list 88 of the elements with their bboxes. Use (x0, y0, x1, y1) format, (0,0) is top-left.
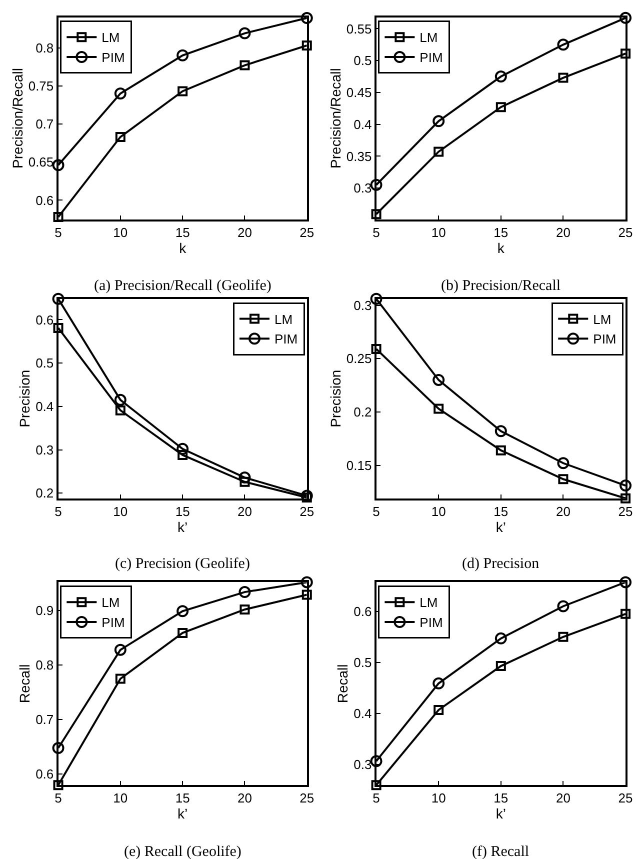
y-tick-label: 0.4 (354, 116, 372, 132)
y-tick-label: 0.4 (354, 706, 372, 722)
x-tick-label: 25 (618, 790, 633, 806)
x-tick-label: 15 (494, 790, 508, 806)
text: (f) Recall (472, 844, 530, 859)
x-tick-label: 5 (54, 224, 62, 240)
x-tick-label: 15 (494, 224, 508, 240)
x-axis-title: k (497, 240, 506, 256)
legend-label: LM (593, 312, 612, 327)
y-tick-label: 0.3 (354, 298, 372, 313)
y-axis-title: Recall (16, 664, 33, 704)
x-tick-label: 25 (618, 224, 633, 240)
x-tick-label: 20 (237, 790, 252, 806)
y-tick-label: 0.7 (36, 116, 54, 132)
x-tick-label: 20 (237, 504, 252, 519)
y-tick-label: 0.5 (354, 53, 372, 68)
x-tick-label: 10 (113, 504, 128, 519)
legend-label: PIM (102, 615, 125, 630)
x-tick-label: 15 (175, 224, 190, 240)
legend-label: PIM (420, 50, 443, 66)
y-axis-title: Precision/Recall (9, 68, 26, 168)
x-tick-label: 10 (431, 224, 446, 240)
legend-label: LM (102, 595, 120, 610)
legend-label: PIM (102, 50, 125, 66)
x-tick-label: 5 (372, 504, 380, 519)
y-tick-label: 0.4 (36, 398, 54, 414)
x-tick-label: 20 (556, 790, 570, 806)
y-axis-title: Precision (16, 370, 33, 428)
y-tick-label: 0.9 (36, 603, 54, 618)
x-tick-label: 5 (54, 790, 62, 806)
x-tick-label: 25 (300, 790, 314, 806)
y-tick-label: 0.5 (36, 356, 54, 371)
text: (c) Precision (Geolife) (115, 556, 250, 572)
y-tick-label: 0.3 (354, 757, 372, 772)
x-axis-title: k’ (496, 518, 506, 535)
x-tick-label: 25 (300, 504, 314, 519)
y-tick-label: 0.3 (354, 180, 372, 196)
y-tick-label: 0.7 (36, 712, 54, 728)
x-tick-label: 5 (372, 224, 380, 240)
x-tick-label: 10 (431, 790, 446, 806)
y-tick-label: 0.6 (36, 192, 54, 208)
y-tick-label: 0.45 (346, 85, 372, 100)
legend-label: PIM (420, 615, 443, 630)
y-axis-title: Recall (334, 664, 351, 704)
legend-label: PIM (274, 332, 298, 347)
x-axis-title: k (179, 240, 188, 256)
y-tick-label: 0.25 (346, 351, 372, 366)
x-tick-label: 25 (300, 224, 314, 240)
text: (d) Precision (462, 556, 540, 572)
legend-label: LM (274, 312, 293, 327)
x-tick-label: 15 (175, 790, 190, 806)
y-tick-label: 0.3 (36, 442, 54, 458)
x-tick-label: 10 (113, 224, 128, 240)
x-axis-title: k’ (496, 806, 506, 822)
y-tick-label: 0.6 (36, 312, 54, 328)
x-tick-label: 5 (372, 790, 380, 806)
y-tick-label: 0.5 (354, 655, 372, 670)
x-tick-label: 15 (175, 504, 190, 519)
x-tick-label: 5 (54, 504, 62, 519)
legend-label: PIM (593, 332, 616, 347)
x-tick-label: 10 (113, 790, 128, 806)
legend-label: LM (420, 595, 438, 610)
y-tick-label: 0.2 (354, 404, 372, 420)
x-tick-label: 20 (237, 224, 252, 240)
x-tick-label: 10 (431, 504, 446, 519)
legend-label: LM (420, 30, 438, 46)
y-axis-title: Precision (327, 370, 344, 428)
y-tick-label: 0.35 (346, 148, 372, 164)
x-axis-title: k’ (178, 806, 188, 822)
y-tick-label: 0.8 (36, 658, 54, 673)
y-tick-label: 0.6 (354, 604, 372, 619)
text: (b) Precision/Recall (441, 278, 561, 294)
y-tick-label: 0.2 (36, 486, 54, 501)
y-tick-label: 0.8 (36, 40, 54, 56)
x-axis-title: k’ (178, 518, 188, 535)
x-tick-label: 25 (618, 504, 633, 519)
text: (e) Recall (Geolife) (124, 844, 242, 859)
text: (a) Precision/Recall (Geolife) (94, 278, 272, 294)
y-tick-label: 0.55 (346, 21, 372, 36)
x-tick-label: 15 (494, 504, 508, 519)
x-tick-label: 20 (556, 224, 570, 240)
y-tick-label: 0.15 (346, 458, 372, 473)
y-axis-title: Precision/Recall (327, 68, 344, 168)
x-tick-label: 20 (556, 504, 570, 519)
y-tick-label: 0.75 (28, 78, 54, 94)
y-tick-label: 0.65 (28, 154, 54, 170)
y-tick-label: 0.6 (36, 766, 54, 782)
legend-label: LM (102, 30, 120, 46)
